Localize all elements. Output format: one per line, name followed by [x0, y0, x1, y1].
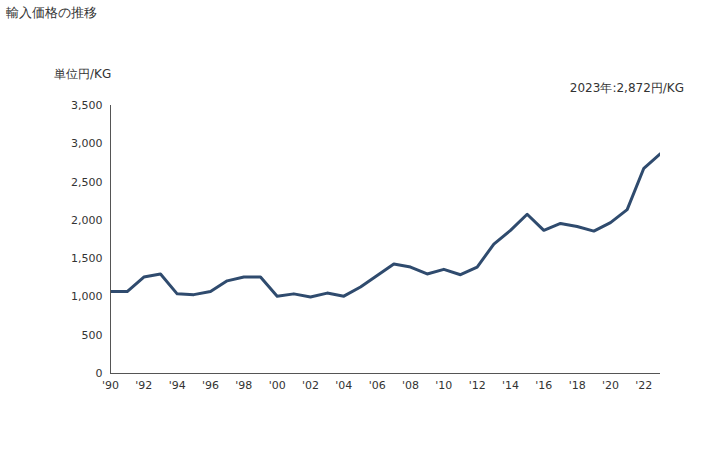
svg-text:'06: '06 [369, 379, 386, 392]
svg-text:'18: '18 [569, 379, 586, 392]
svg-text:1,500: 1,500 [71, 252, 103, 265]
svg-text:'02: '02 [302, 379, 319, 392]
svg-text:'08: '08 [402, 379, 419, 392]
svg-text:1,000: 1,000 [71, 290, 103, 303]
html-text:輸入価格の推移: 輸入価格の推移 [6, 5, 97, 20]
svg-text:'98: '98 [235, 379, 252, 392]
svg-text:500: 500 [82, 329, 103, 342]
svg-text:'22: '22 [635, 379, 652, 392]
html-text:単位円/KG: 単位円/KG [54, 67, 112, 81]
svg-text:'14: '14 [502, 379, 519, 392]
svg-text:'92: '92 [135, 379, 152, 392]
svg-text:2,000: 2,000 [71, 214, 103, 227]
svg-text:'04: '04 [335, 379, 352, 392]
svg-text:'20: '20 [602, 379, 619, 392]
svg-text:'94: '94 [169, 379, 186, 392]
svg-text:'12: '12 [469, 379, 486, 392]
svg-text:2,500: 2,500 [71, 176, 103, 189]
html-text:2023年:2,872円/KG: 2023年:2,872円/KG [569, 81, 684, 95]
svg-text:'00: '00 [269, 379, 286, 392]
svg-text:'10: '10 [435, 379, 452, 392]
svg-text:0: 0 [96, 367, 103, 380]
svg-text:3,500: 3,500 [71, 99, 103, 112]
svg-text:'16: '16 [535, 379, 552, 392]
svg-text:'90: '90 [102, 379, 119, 392]
svg-text:3,000: 3,000 [71, 137, 103, 150]
svg-text:'96: '96 [202, 379, 219, 392]
